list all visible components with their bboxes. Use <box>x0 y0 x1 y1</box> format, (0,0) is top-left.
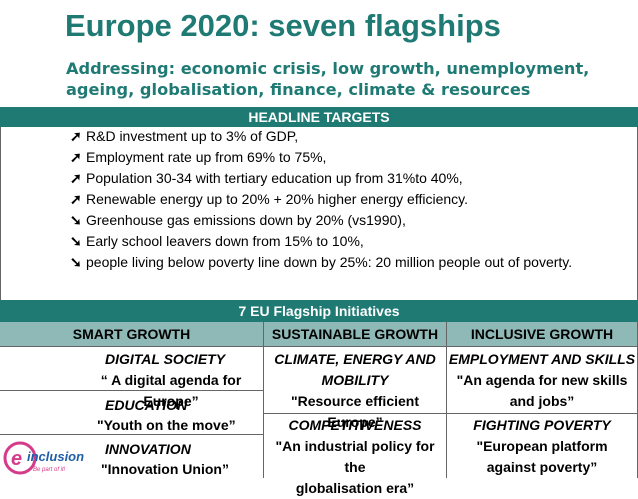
arrow-up-icon: ➚ <box>70 191 82 207</box>
page-subtitle: Addressing: economic crisis, low growth,… <box>66 58 589 100</box>
target-item: ➚ Population 30-34 with tertiary educatio… <box>70 170 463 186</box>
growth-column-headers: SMART GROWTH SUSTAINABLE GROWTH INCLUSIV… <box>0 322 638 347</box>
education-cell: EDUCATION "Youth on the move” <box>0 391 264 435</box>
target-item: ➚ Renewable energy up to 20% + 20% higher… <box>70 191 469 207</box>
poverty-title: FIGHTING POVERTY <box>473 417 611 433</box>
digital-society-cell: DIGITAL SOCIETY “ A digital agenda for E… <box>0 347 264 409</box>
inclusive-growth-header: INCLUSIVE GROWTH <box>447 322 638 347</box>
competitiveness-title: COMPETITIVENESS <box>288 417 422 433</box>
flagship-initiatives-header: 7 EU Flagship Initiatives <box>0 300 638 322</box>
climate-energy-mobility-cell: CLIMATE, ENERGY AND MOBILITY "Resource e… <box>264 347 447 430</box>
target-item: ➘ Greenhouse gas emissions down by 20% (v… <box>70 212 406 228</box>
employment-title: EMPLOYMENT AND SKILLS <box>448 351 636 367</box>
einclusion-logo-graphic: e inclusion Be part of it! <box>3 441 84 475</box>
poverty-text-line-2: against poverty” <box>486 459 598 475</box>
competitiveness-text-line-1: "An industrial policy for the <box>275 438 435 475</box>
sustainable-growth-header: SUSTAINABLE GROWTH <box>264 322 447 347</box>
svg-text:inclusion: inclusion <box>27 449 84 464</box>
headline-targets-header: HEADLINE TARGETS <box>0 107 638 127</box>
arrow-up-icon: ➚ <box>70 149 82 165</box>
competitiveness-cell: COMPETITIVENESS "An industrial policy fo… <box>264 414 447 496</box>
target-item: ➚ Employment rate up from 69% to 75%, <box>70 149 327 165</box>
education-text: "Youth on the move” <box>97 417 236 433</box>
competitiveness-text-line-2: globalisation era” <box>295 480 415 496</box>
subtitle-line-1: Addressing: economic crisis, low growth,… <box>66 59 590 78</box>
digital-society-title: DIGITAL SOCIETY <box>105 351 226 367</box>
target-item: ➘ people living below poverty line down b… <box>70 254 573 270</box>
innovation-title: INNOVATION <box>105 441 191 457</box>
digital-society-text: “ A digital agenda for Europe” <box>100 372 242 409</box>
education-title: EDUCATION <box>105 397 188 413</box>
arrow-up-icon: ➚ <box>70 170 82 186</box>
target-item: ➚ R&D investment up to 3% of GDP, <box>70 128 299 144</box>
subtitle-line-2: ageing, globalisation, finance, climate … <box>66 80 531 99</box>
page-title: Europe 2020: seven flagships <box>65 8 501 43</box>
svg-text:e: e <box>11 448 22 470</box>
innovation-text: "Innovation Union” <box>101 461 229 477</box>
arrow-down-icon: ➘ <box>70 233 82 249</box>
climate-title-line-1: CLIMATE, ENERGY AND <box>274 351 436 367</box>
poverty-text-line-1: "European platform <box>476 438 608 454</box>
employment-skills-cell: EMPLOYMENT AND SKILLS "An agenda for new… <box>447 347 638 414</box>
climate-title-line-2: MOBILITY <box>321 372 389 388</box>
svg-text:Be part of it!: Be part of it! <box>33 467 66 473</box>
arrow-up-icon: ➚ <box>70 128 82 144</box>
employment-text-line-2: and jobs” <box>509 393 575 409</box>
einclusion-logo: e inclusion Be part of it! <box>3 440 95 476</box>
headline-targets-list: ➚ R&D investment up to 3% of GDP, ➚ Employ… <box>0 127 638 300</box>
employment-text-line-1: "An agenda for new skills <box>456 372 628 388</box>
target-item: ➘ Early school leavers down from 15% to 1… <box>70 233 364 249</box>
arrow-down-icon: ➘ <box>70 254 82 270</box>
climate-text: "Resource efficient Europe” <box>290 393 419 430</box>
flagship-grid: DIGITAL SOCIETY “ A digital agenda for E… <box>0 347 638 496</box>
smart-growth-header: SMART GROWTH <box>0 322 264 347</box>
fighting-poverty-cell: FIGHTING POVERTY "European platform agai… <box>447 414 638 478</box>
innovation-cell: INNOVATION "Innovation Union” <box>0 435 264 478</box>
arrow-down-icon: ➘ <box>70 212 82 228</box>
